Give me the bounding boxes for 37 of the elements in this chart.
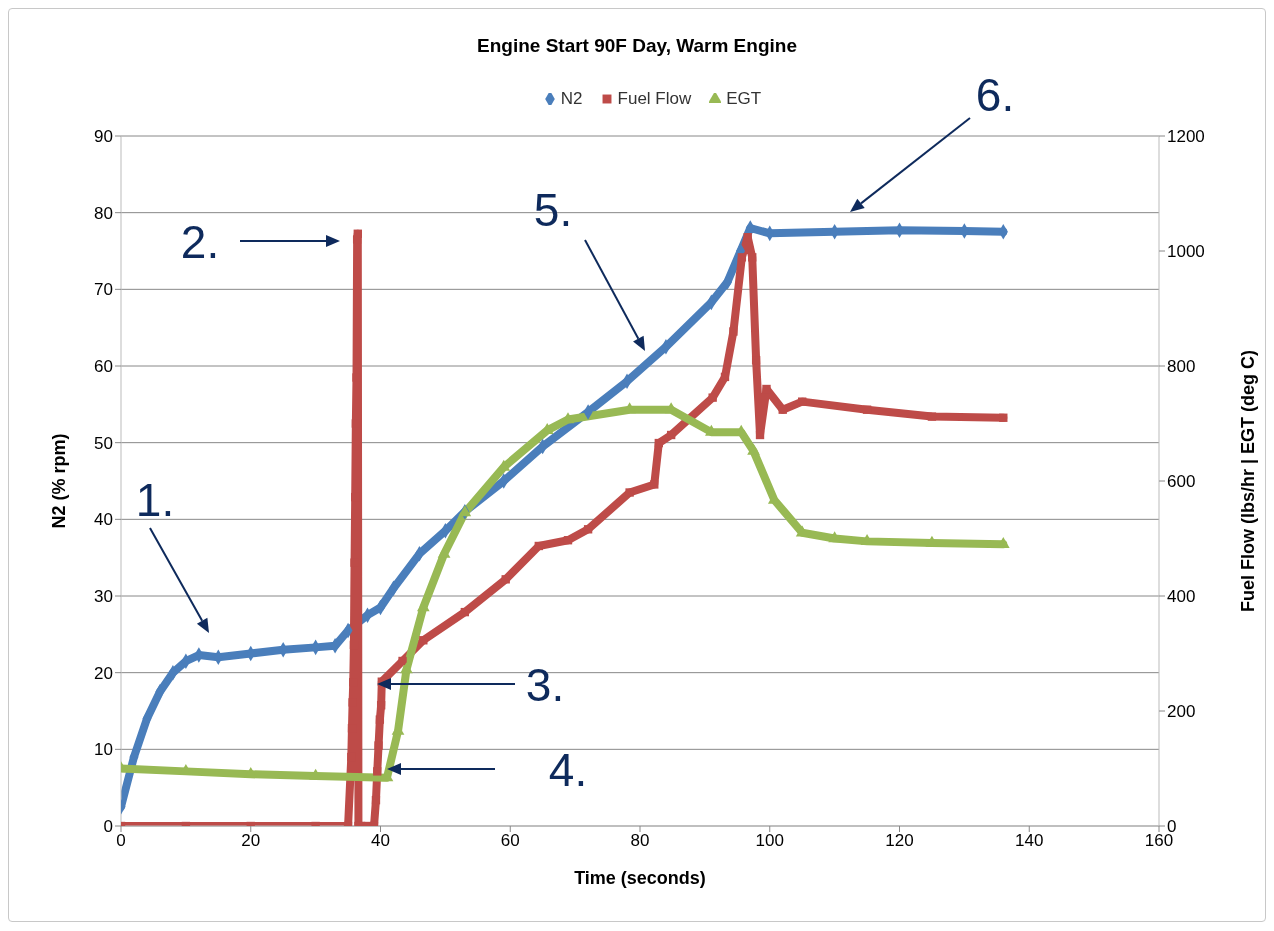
annotation: 4.: [548, 744, 588, 796]
x-tick-label: 140: [1015, 831, 1044, 851]
y-tick-label: 20: [94, 663, 113, 683]
legend-label: Fuel Flow: [617, 89, 692, 109]
y-tick-label: 60: [94, 357, 113, 377]
y2-tick-label: 800: [1167, 357, 1196, 377]
y2-axis-title: Fuel Flow (lbs/hr | EGT (deg C): [1238, 349, 1259, 613]
x-tick-label: 0: [116, 831, 126, 851]
x-tick-label: 60: [500, 831, 520, 851]
x-tick-label: 40: [371, 831, 390, 851]
y-tick-label: 80: [94, 203, 113, 223]
x-tick-label: 100: [755, 831, 784, 851]
y-tick-label: 90: [94, 127, 113, 147]
x-tick-label: 20: [241, 831, 261, 851]
legend-label: EGT: [726, 89, 762, 109]
annotation: 2.: [180, 216, 220, 268]
y2-tick-label: 200: [1167, 702, 1196, 722]
y2-tick-label: 600: [1167, 472, 1196, 492]
y-tick-label: 40: [94, 510, 113, 530]
y-tick-label: 0: [103, 817, 113, 837]
y-tick-label: 30: [94, 587, 113, 607]
x-axis-title: Time (seconds): [574, 868, 706, 888]
x-tick-label: 120: [885, 831, 914, 851]
y2-tick-label: 1000: [1167, 242, 1205, 262]
chart-title: Engine Start 90F Day, Warm Engine: [476, 35, 798, 57]
y-tick-label: 50: [94, 433, 113, 453]
y-tick-label: 70: [94, 280, 113, 300]
annotation: 5.: [533, 184, 573, 236]
legend-label: N2: [560, 89, 583, 109]
y-axis-title: N2 (% rpm): [49, 433, 70, 529]
x-tick-label: 80: [630, 831, 650, 851]
annotation: 1.: [135, 474, 175, 526]
y2-tick-label: 400: [1167, 587, 1196, 607]
y-tick-label: 10: [94, 740, 113, 760]
y2-tick-label: 1200: [1167, 127, 1205, 147]
annotation: 3.: [525, 659, 565, 711]
text: 6.: [975, 69, 1015, 121]
